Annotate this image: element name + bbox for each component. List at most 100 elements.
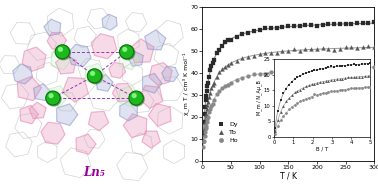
Point [283, 87, 289, 90]
Point [359, 75, 365, 78]
Point [275, 124, 281, 127]
Point [245, 74, 251, 77]
Point [348, 46, 354, 49]
Point [222, 65, 228, 68]
Point [314, 68, 320, 71]
Polygon shape [91, 34, 117, 59]
Point [345, 75, 351, 78]
Point [325, 67, 332, 70]
Point [297, 74, 303, 77]
Point [205, 115, 211, 118]
Point [219, 44, 225, 47]
Point [219, 67, 225, 70]
Circle shape [132, 94, 136, 97]
Point [350, 63, 356, 66]
Point [300, 86, 306, 89]
Polygon shape [76, 134, 96, 154]
Point [201, 132, 207, 135]
Circle shape [119, 45, 134, 59]
Point [328, 89, 334, 92]
Point [328, 78, 334, 81]
Point [216, 48, 222, 51]
Circle shape [59, 48, 62, 51]
Point [348, 22, 354, 25]
Point [228, 62, 234, 65]
Point [202, 131, 208, 134]
Point [308, 68, 314, 71]
Polygon shape [139, 85, 163, 108]
Point [211, 81, 217, 84]
Polygon shape [119, 49, 140, 70]
Polygon shape [29, 102, 46, 118]
Point [367, 86, 373, 89]
Point [201, 113, 208, 116]
Polygon shape [123, 114, 147, 138]
Polygon shape [119, 86, 140, 107]
Polygon shape [34, 84, 51, 100]
Point [320, 67, 326, 70]
Polygon shape [48, 86, 68, 107]
Circle shape [123, 48, 127, 51]
Point [206, 96, 212, 99]
Circle shape [91, 72, 94, 75]
Polygon shape [96, 75, 113, 91]
Point [204, 103, 211, 106]
Point [219, 86, 225, 89]
Point [262, 27, 268, 30]
Point [342, 66, 349, 69]
Y-axis label: M_m / N_Aμ_B: M_m / N_Aμ_B [257, 81, 262, 115]
Point [216, 71, 222, 74]
Point [283, 111, 289, 114]
X-axis label: B / T: B / T [316, 147, 328, 152]
Polygon shape [85, 63, 106, 85]
Point [311, 93, 318, 96]
Point [205, 101, 211, 104]
Point [239, 32, 245, 35]
Point [371, 46, 377, 49]
X-axis label: T / K: T / K [280, 171, 297, 181]
Point [319, 68, 325, 70]
Point [214, 75, 220, 78]
Point [300, 98, 306, 101]
Point [283, 100, 289, 103]
Point [328, 65, 334, 68]
Circle shape [56, 46, 71, 60]
Point [275, 110, 281, 112]
Point [308, 95, 314, 98]
Point [311, 69, 318, 72]
Point [285, 25, 291, 28]
Point [325, 22, 332, 25]
Point [297, 49, 303, 52]
Point [331, 48, 337, 51]
Point [336, 89, 342, 92]
Point [360, 66, 366, 69]
Point [325, 79, 332, 82]
Point [297, 88, 303, 91]
Point [306, 97, 312, 100]
Text: Ln₅: Ln₅ [84, 166, 105, 179]
Point [285, 69, 291, 72]
Point [234, 60, 240, 63]
Polygon shape [162, 66, 178, 82]
Point [297, 25, 303, 28]
Point [348, 76, 354, 79]
Point [214, 52, 220, 55]
Point [204, 120, 210, 123]
Point [222, 41, 228, 43]
Polygon shape [102, 14, 117, 30]
Point [203, 99, 209, 102]
Point [336, 78, 342, 81]
Point [257, 28, 263, 31]
Point [320, 92, 326, 95]
Polygon shape [142, 131, 160, 148]
Point [280, 91, 287, 94]
Point [325, 91, 332, 94]
Point [209, 102, 215, 105]
Point [294, 101, 301, 104]
Point [342, 64, 348, 67]
Point [319, 47, 325, 50]
Point [204, 107, 210, 110]
Point [201, 120, 207, 123]
Point [308, 23, 314, 26]
Point [275, 118, 281, 121]
